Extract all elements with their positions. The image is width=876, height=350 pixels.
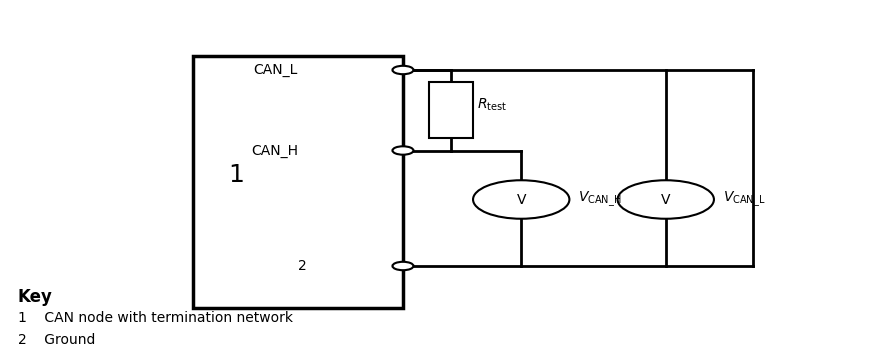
Text: $V_{\mathrm{CAN\_H}}$: $V_{\mathrm{CAN\_H}}$ (578, 190, 622, 209)
Text: $R_{\mathrm{test}}$: $R_{\mathrm{test}}$ (477, 97, 507, 113)
Text: 1: 1 (229, 163, 244, 187)
Bar (193, 56, 403, 308)
Text: CAN_L: CAN_L (253, 63, 298, 77)
Circle shape (392, 146, 413, 155)
Text: CAN_H: CAN_H (251, 144, 298, 158)
Text: V: V (517, 193, 526, 206)
Text: $V_{\mathrm{CAN\_L}}$: $V_{\mathrm{CAN\_L}}$ (723, 190, 765, 209)
Text: 2: 2 (298, 259, 307, 273)
Circle shape (473, 180, 569, 219)
Text: 1    CAN node with termination network: 1 CAN node with termination network (18, 312, 293, 326)
Circle shape (618, 180, 714, 219)
Text: 2    Ground: 2 Ground (18, 332, 95, 346)
Bar (429, 82, 473, 138)
Text: V: V (661, 193, 670, 206)
Circle shape (392, 262, 413, 270)
Circle shape (392, 66, 413, 74)
Text: Key: Key (18, 288, 53, 307)
